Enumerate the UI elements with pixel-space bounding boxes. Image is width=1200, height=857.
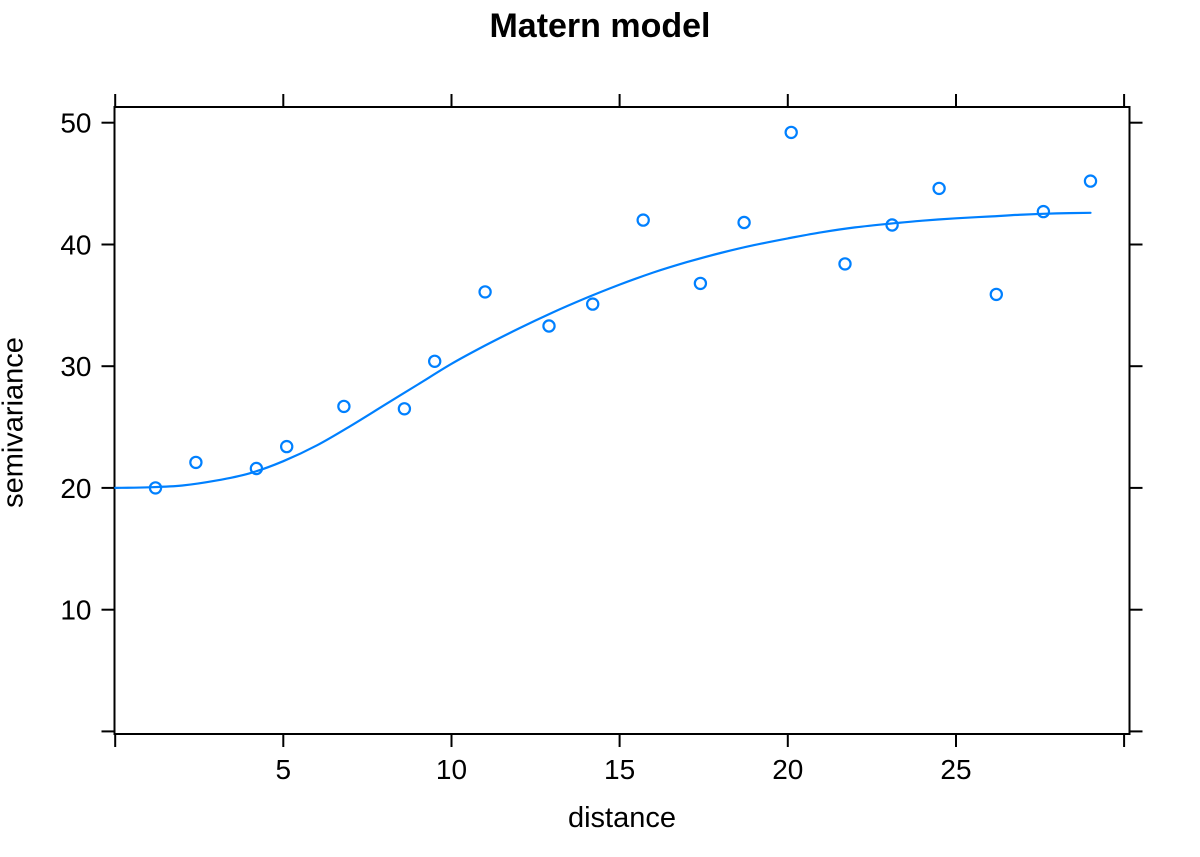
plot-box [113,106,1131,735]
data-point [1036,204,1051,219]
data-point [337,399,351,414]
data-point [693,276,708,291]
y-tick-label: 30 [60,351,91,382]
y-tick-label: 10 [60,595,91,626]
data-point [1083,174,1098,188]
x-tick-label: 20 [772,754,803,785]
data-point [542,319,556,333]
data-point [189,455,203,470]
x-tick-label: 5 [276,754,292,785]
data-point [885,218,899,232]
data-point [397,402,412,416]
x-axis-label: distance [567,802,676,834]
chart-title: Matern model [489,7,711,45]
y-tick-label: 50 [60,108,91,139]
data-point [280,439,294,454]
x-tick-label: 10 [436,754,467,785]
data-point [478,285,492,299]
data-point [838,257,852,271]
y-tick-label: 20 [60,473,91,504]
x-tick-label: 25 [940,754,971,785]
data-point [784,125,798,140]
x-tick-label: 15 [604,754,635,785]
data-point [586,297,600,311]
y-tick-label: 40 [60,230,91,261]
data-point [428,354,442,368]
data-point [989,287,1004,302]
data-point [737,215,751,230]
fit-curve [114,211,1092,489]
data-point [636,213,650,227]
data-point [932,181,946,196]
